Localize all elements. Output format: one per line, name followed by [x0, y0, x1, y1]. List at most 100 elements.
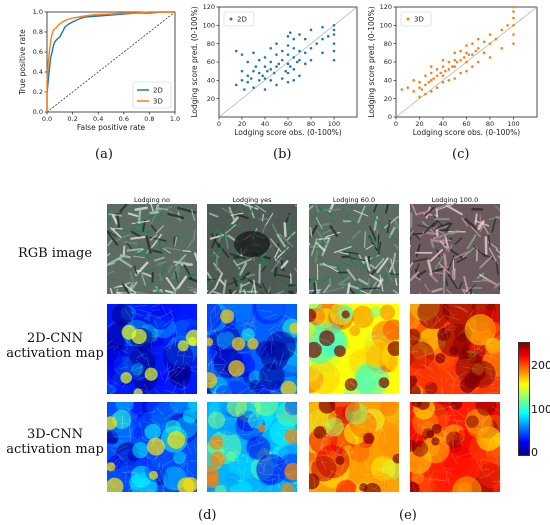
- texture-stroke: [455, 373, 465, 381]
- texture-stroke: [366, 304, 378, 315]
- activation-blob: [207, 411, 226, 429]
- texture-stroke: [361, 348, 375, 354]
- leaf-stroke: [274, 273, 291, 279]
- texture-stroke: [146, 313, 162, 320]
- texture-stroke: [491, 308, 495, 320]
- leaf-stroke: [115, 212, 123, 215]
- texture-stroke: [120, 349, 129, 354]
- leaf-stroke: [309, 289, 322, 292]
- hot-spot: [209, 435, 224, 450]
- texture-stroke: [434, 317, 438, 325]
- leaf-stroke: [446, 204, 463, 216]
- texture-stroke: [346, 371, 352, 380]
- texture-stroke: [376, 371, 390, 376]
- leaf-stroke: [221, 207, 233, 215]
- texture-stroke: [210, 316, 212, 331]
- row-label-3d-cnn: 3D-CNN activation map: [6, 427, 104, 457]
- texture-stroke: [450, 454, 458, 465]
- leaf-stroke: [338, 260, 353, 268]
- scatter-point: [309, 58, 313, 62]
- texture-stroke: [476, 409, 480, 420]
- leaf-stroke: [373, 204, 378, 213]
- texture-stroke: [410, 408, 417, 414]
- texture-stroke: [315, 379, 326, 390]
- rgb-tile-lodging-no: [107, 204, 197, 294]
- texture-stroke: [249, 441, 265, 447]
- texture-stroke: [264, 313, 278, 319]
- activation-blob: [207, 304, 223, 332]
- tile-image: [309, 204, 399, 294]
- texture-stroke: [457, 438, 465, 445]
- activation-blob: [226, 472, 240, 486]
- texture-stroke: [482, 458, 498, 464]
- texture-stroke: [151, 439, 161, 455]
- texture-stroke: [482, 415, 484, 431]
- scatter-point: [321, 25, 324, 29]
- leaf-stroke: [357, 278, 369, 286]
- scatter-point: [280, 77, 284, 80]
- texture-stroke: [124, 473, 127, 484]
- texture-stroke: [452, 436, 455, 446]
- texture-stroke: [449, 384, 465, 386]
- texture-stroke: [311, 392, 320, 394]
- scatter-point: [321, 51, 324, 55]
- scatter-point: [453, 65, 457, 68]
- scatter-point: [488, 33, 492, 36]
- texture-stroke: [458, 419, 467, 427]
- texture-stroke: [455, 452, 472, 458]
- texture-stroke: [444, 305, 455, 318]
- texture-stroke: [373, 458, 390, 463]
- y-axis-label: Lodging score pred. (0-100%): [190, 6, 199, 117]
- texture-stroke: [321, 373, 337, 378]
- leaf-stroke: [315, 217, 323, 230]
- leaf-stroke: [274, 290, 285, 294]
- texture-stroke: [161, 305, 167, 316]
- hot-spot: [378, 377, 390, 389]
- panel-label-c: (c): [452, 147, 470, 162]
- activation-blob: [309, 360, 340, 394]
- leaf-stroke: [278, 233, 294, 248]
- leaf-stroke: [349, 288, 356, 294]
- texture-stroke: [330, 460, 340, 466]
- y-tick-label: 40: [384, 77, 392, 85]
- texture-stroke: [382, 466, 394, 472]
- scatter-point: [286, 35, 290, 38]
- texture-stroke: [329, 470, 342, 476]
- scatter-point: [254, 65, 258, 68]
- hot-spot: [363, 432, 375, 445]
- texture-stroke: [275, 463, 281, 470]
- scatter-point: [252, 69, 255, 73]
- leaf-stroke: [119, 254, 131, 259]
- scatter-point: [292, 46, 296, 50]
- y-tick-label: 1.0: [33, 8, 43, 16]
- 3d-cnn-tile-lodging-100: [410, 402, 500, 492]
- scatter-point: [246, 74, 250, 78]
- texture-stroke: [443, 405, 455, 408]
- texture-stroke: [243, 333, 251, 337]
- texture-stroke: [276, 451, 279, 460]
- leaf-stroke: [145, 235, 152, 254]
- texture-stroke: [453, 417, 466, 431]
- texture-stroke: [209, 343, 225, 346]
- scatter-point: [435, 74, 439, 78]
- leaf-stroke: [287, 290, 296, 294]
- hot-spot: [120, 372, 132, 384]
- hot-spot: [309, 341, 322, 358]
- scatter-point: [263, 88, 267, 91]
- texture-stroke: [374, 314, 382, 331]
- texture-stroke: [114, 445, 129, 452]
- texture-stroke: [445, 377, 449, 384]
- x-tick-label: 40: [261, 120, 269, 128]
- texture-stroke: [165, 346, 172, 351]
- leaf-stroke: [369, 264, 377, 270]
- leaf-stroke: [491, 216, 497, 233]
- leaf-stroke: [130, 235, 147, 240]
- leaf-stroke: [346, 282, 351, 294]
- scatter-point: [292, 56, 296, 59]
- scatter-point: [257, 58, 261, 62]
- 2d-cnn-tile-lodging-100: [410, 304, 500, 394]
- texture-stroke: [208, 317, 220, 332]
- texture-stroke: [263, 448, 270, 460]
- leaf-stroke: [447, 244, 453, 253]
- y-axis-label: Lodging score pred. (0-100%): [367, 6, 376, 117]
